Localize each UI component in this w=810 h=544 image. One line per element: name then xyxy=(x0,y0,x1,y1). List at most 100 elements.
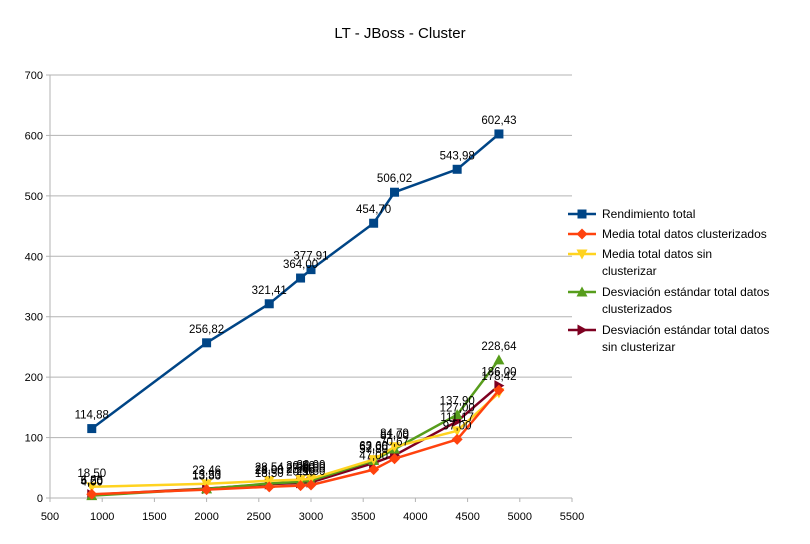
x-tick-label: 3000 xyxy=(299,511,323,523)
data-point xyxy=(451,433,463,445)
data-point xyxy=(264,299,274,309)
data-label: 29,00 xyxy=(297,461,326,473)
data-label: 15,50 xyxy=(192,470,221,482)
data-label: 26,00 xyxy=(297,463,326,475)
series-1 xyxy=(87,129,504,434)
grid-lines xyxy=(50,74,572,439)
data-label: 84,79 xyxy=(380,428,409,440)
data-point xyxy=(493,384,505,396)
x-tick-label: 5500 xyxy=(560,511,584,523)
data-label: 24,00 xyxy=(255,464,284,476)
legend-marker xyxy=(577,324,588,336)
legend-label: Media total datos sin clusterizar xyxy=(602,247,712,278)
legend-label: Desviación estándar total datos sin clust… xyxy=(602,323,769,354)
y-tick-label: 700 xyxy=(25,70,43,82)
data-label: 543,98 xyxy=(440,150,475,162)
data-label: 32,00 xyxy=(297,460,326,472)
data-label: 114,88 xyxy=(75,410,109,422)
data-point xyxy=(452,164,462,174)
data-point xyxy=(296,273,306,283)
data-label: 63,60 xyxy=(359,441,388,453)
data-label: 137,90 xyxy=(440,396,475,408)
data-label: 178,42 xyxy=(481,371,516,383)
data-label: 70,67 xyxy=(380,436,409,448)
legend-item: Desviación estándar total datos sin clust… xyxy=(568,323,769,354)
legend-marker xyxy=(576,228,588,240)
data-point xyxy=(368,464,380,476)
data-label: 256,82 xyxy=(189,324,224,336)
x-tick-label: 2000 xyxy=(194,511,218,523)
data-label: 23,46 xyxy=(192,465,221,477)
x-tick-label: 5000 xyxy=(508,511,532,523)
data-label: 111,17 xyxy=(440,412,473,424)
data-point xyxy=(390,187,400,197)
data-label: 18,50 xyxy=(255,468,284,480)
data-point xyxy=(306,265,316,275)
data-label: 506,02 xyxy=(377,173,412,185)
data-label: 321,41 xyxy=(252,285,287,297)
data-point xyxy=(305,474,317,485)
data-point xyxy=(86,482,98,493)
data-point xyxy=(389,453,401,465)
legend-marker xyxy=(576,249,588,260)
data-point xyxy=(494,129,504,139)
data-label: 5,50 xyxy=(81,476,103,488)
data-label: 30,50 xyxy=(286,461,315,473)
data-point xyxy=(263,476,275,487)
data-point xyxy=(202,338,212,348)
data-point xyxy=(87,424,97,434)
data-point xyxy=(263,481,275,493)
data-point xyxy=(295,480,307,492)
chart-title: LT - JBoss - Cluster xyxy=(334,25,465,42)
legend-item: Desviación estándar total datos clusteriz… xyxy=(568,285,769,316)
data-label: 28,54 xyxy=(255,462,284,474)
x-tick-label: 1000 xyxy=(90,511,114,523)
data-point xyxy=(451,409,463,420)
x-tick-label: 1500 xyxy=(142,511,166,523)
legend-item: Media total datos clusterizados xyxy=(568,227,767,241)
data-point xyxy=(201,484,213,496)
data-point xyxy=(369,218,379,228)
data-label: 13,83 xyxy=(192,471,221,483)
y-tick-label: 500 xyxy=(25,191,43,203)
axes: 0 100 200 300 400 500 600 700 500 1000 1500 2000 250… xyxy=(25,70,585,523)
x-tick-label: 4000 xyxy=(403,511,427,523)
data-label: 228,64 xyxy=(481,341,517,353)
legend: Rendimiento total Media total datos clust… xyxy=(568,207,769,354)
data-point xyxy=(86,488,98,500)
data-label: 602,43 xyxy=(481,115,516,127)
data-point xyxy=(451,426,463,437)
data-label: 454,70 xyxy=(356,204,391,216)
legend-label: Media total datos clusterizados xyxy=(602,227,767,241)
data-label: 186,00 xyxy=(481,367,516,379)
data-label: 57,80 xyxy=(359,444,388,456)
data-point xyxy=(493,354,505,365)
data-label: 377,91 xyxy=(293,251,328,263)
data-point xyxy=(368,455,380,466)
data-label: 47,00 xyxy=(359,451,388,463)
data-label: 364,00 xyxy=(283,259,318,271)
data-label: 97,00 xyxy=(443,420,472,432)
series-2 xyxy=(86,384,505,500)
y-tick-label: 0 xyxy=(37,493,43,505)
data-label: 6,26 xyxy=(81,475,103,487)
data-point xyxy=(295,475,307,486)
data-label: 20,50 xyxy=(286,467,315,479)
data-label: 81,00 xyxy=(380,430,409,442)
data-point xyxy=(389,442,401,453)
data-label: 4,00 xyxy=(81,477,103,489)
legend-item: Rendimiento total xyxy=(568,207,695,221)
data-label: 18,50 xyxy=(77,468,106,480)
x-tick-label: 2500 xyxy=(247,511,271,523)
data-label: 25,00 xyxy=(286,464,315,476)
y-tick-label: 100 xyxy=(25,433,43,445)
data-label: 21,50 xyxy=(297,466,326,478)
y-tick-label: 600 xyxy=(25,130,43,142)
legend-marker xyxy=(576,286,588,297)
legend-item: Media total datos sin clusterizar xyxy=(568,247,712,278)
